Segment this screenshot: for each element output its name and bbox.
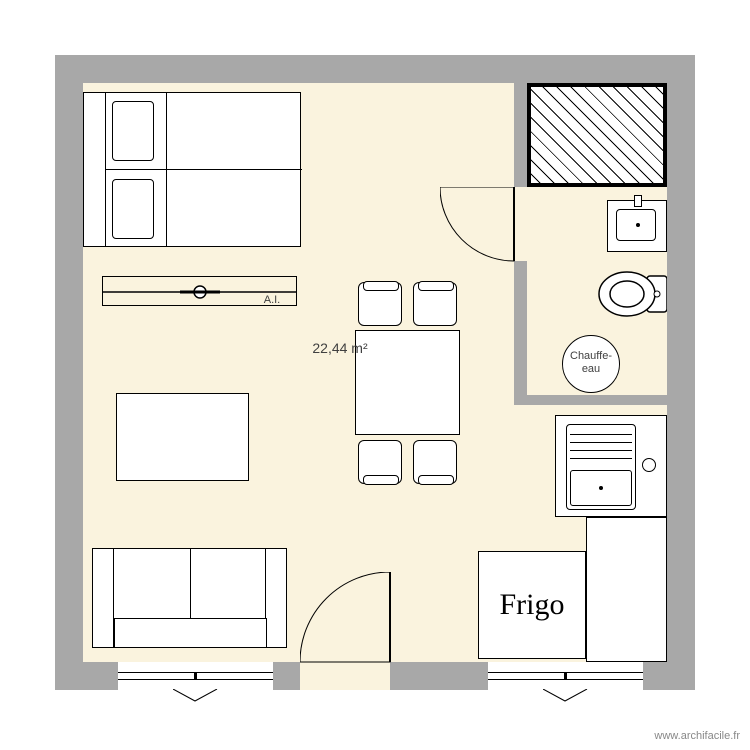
kitchen-sink <box>555 415 667 517</box>
window-right <box>488 662 643 690</box>
window-left <box>118 662 273 690</box>
chair-3 <box>358 440 402 484</box>
chair-1 <box>358 282 402 326</box>
bathroom-sink <box>607 200 667 252</box>
bed <box>83 92 301 247</box>
bathroom-door-icon <box>440 187 518 265</box>
chair-4 <box>413 440 457 484</box>
fridge-label: Frigo <box>478 588 586 622</box>
top-right-wall-notch <box>496 55 527 83</box>
water-heater-label: Chauffe- eau <box>562 350 620 376</box>
main-door-opening <box>300 662 390 690</box>
bathroom-wall-bottom <box>514 261 527 403</box>
credit-text: www.archifacile.fr <box>654 730 740 742</box>
shower-frame <box>527 83 667 187</box>
coffee-table <box>116 393 249 481</box>
bathroom-wall-horizontal <box>514 395 667 405</box>
radiator-label: A.I. <box>257 294 287 306</box>
chair-2 <box>413 282 457 326</box>
sofa <box>92 548 287 648</box>
kitchen-counter <box>586 517 667 662</box>
area-label: 22,44 m² <box>300 340 380 356</box>
toilet-icon <box>595 258 667 330</box>
bathroom-wall-top <box>514 83 527 187</box>
main-door-icon <box>300 572 392 664</box>
floor-plan: A.I. 22,44 m² <box>0 0 750 750</box>
